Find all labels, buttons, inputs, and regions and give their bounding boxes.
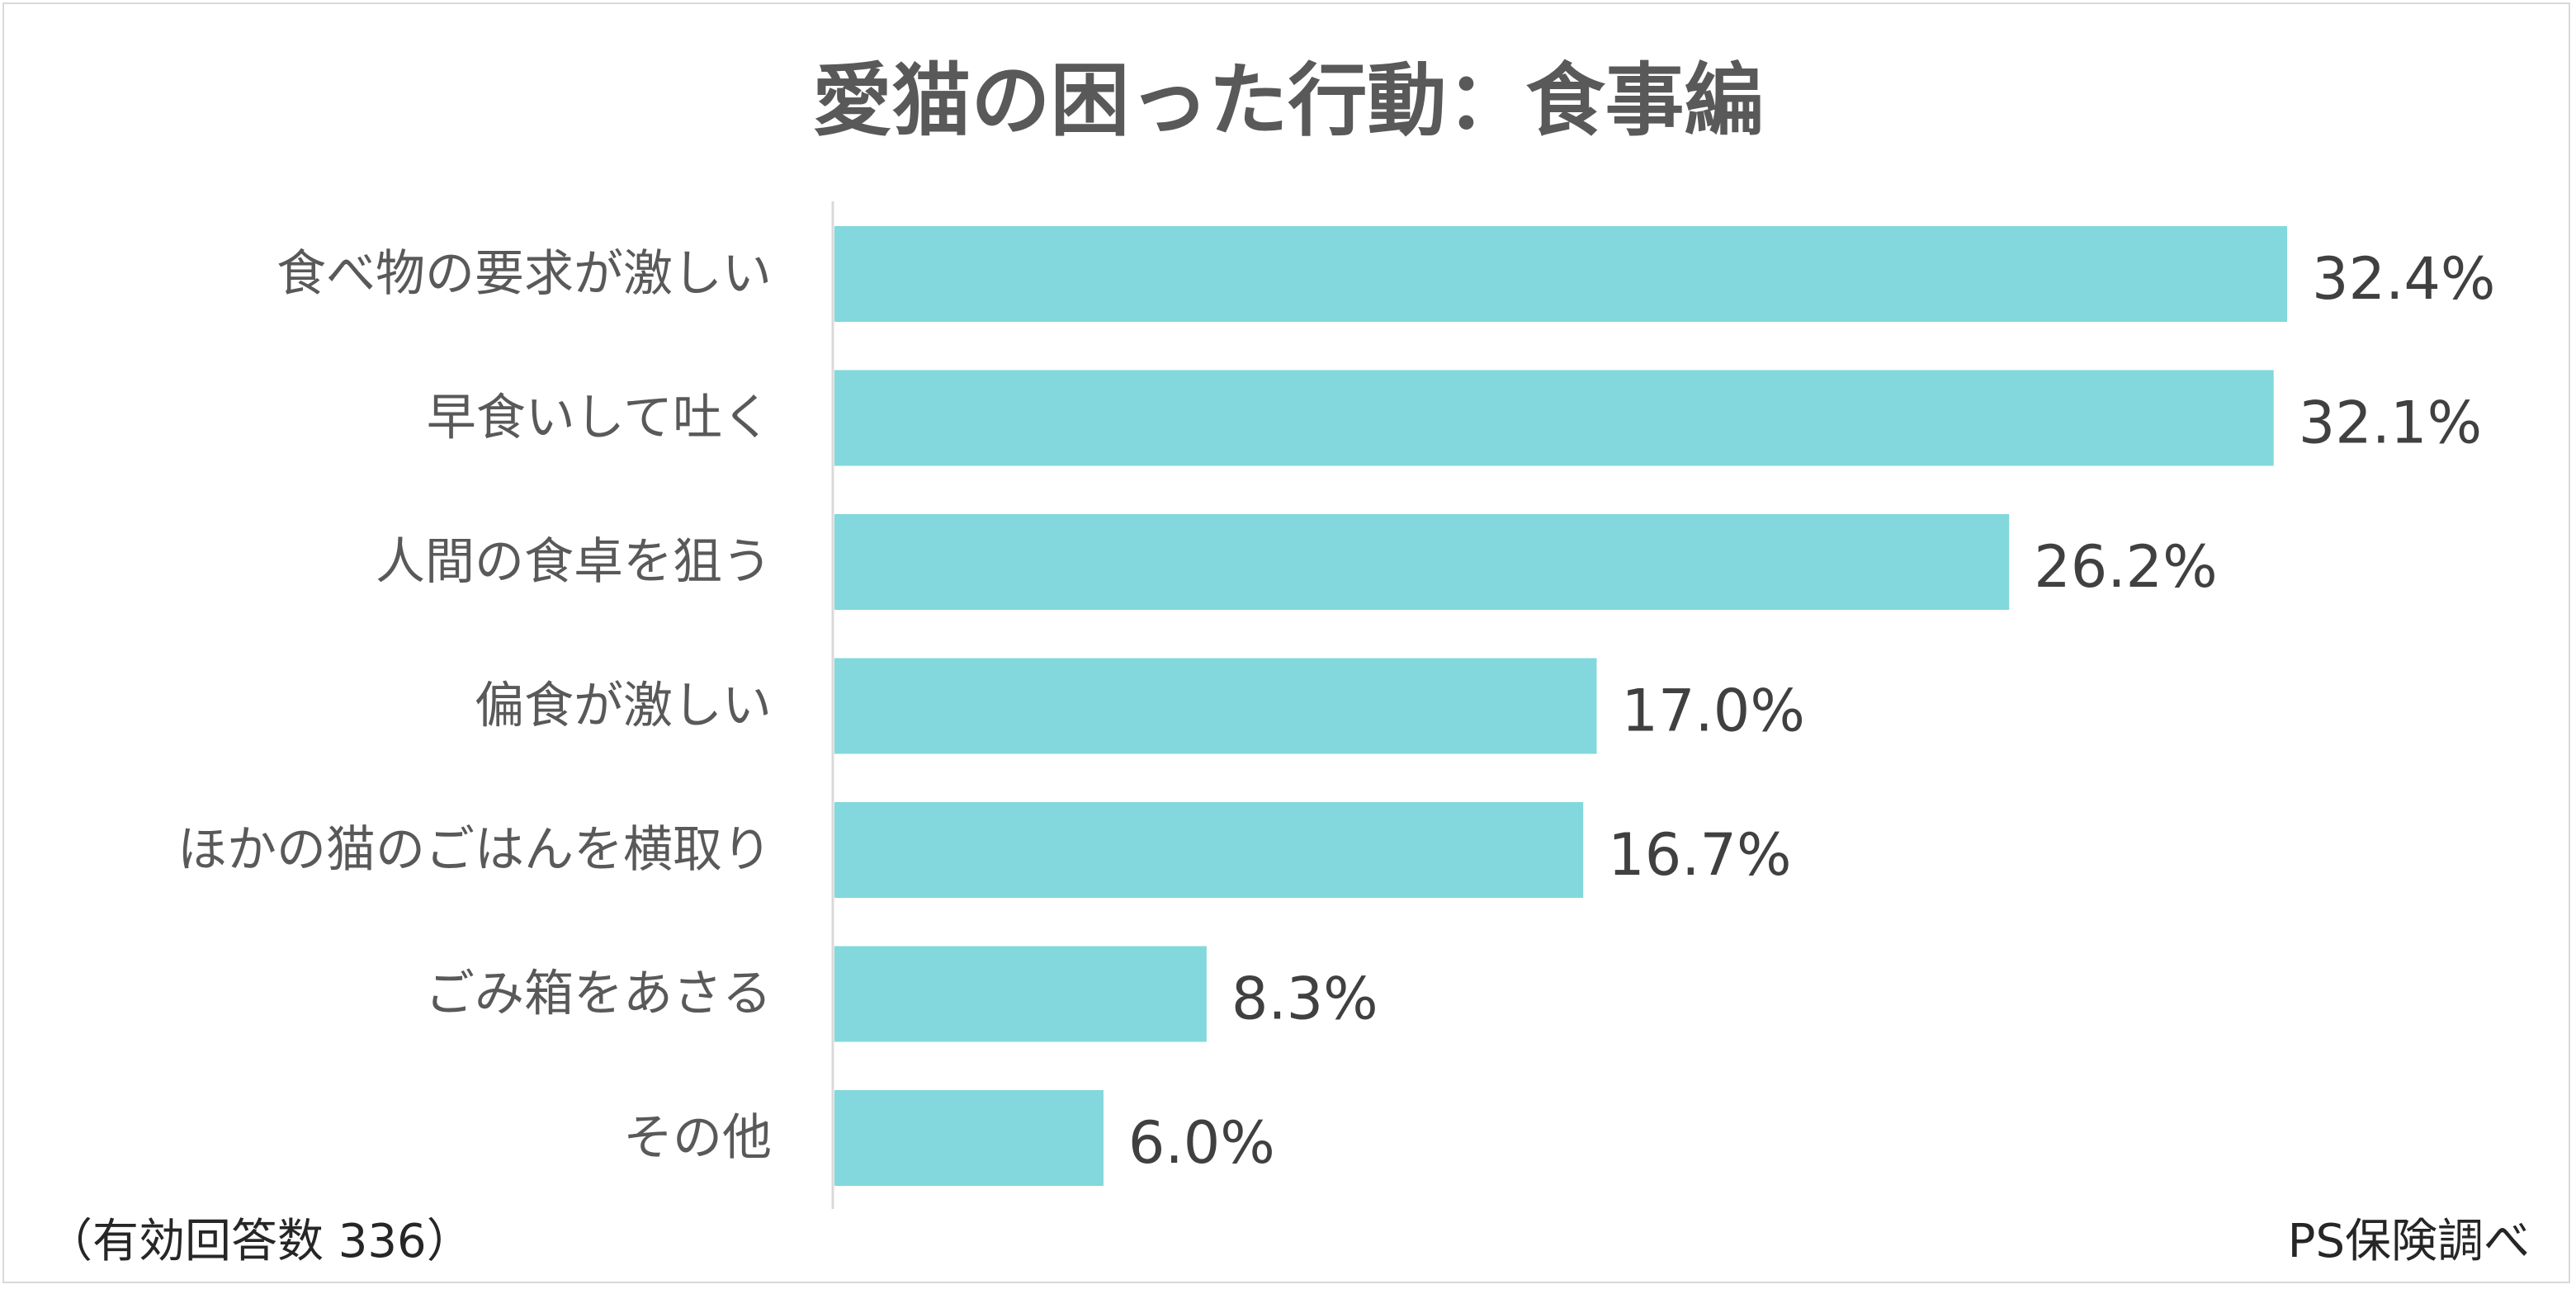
- value-label-6: 8.3%: [1231, 966, 1378, 1033]
- value-label-3: 26.2%: [2034, 533, 2217, 601]
- category-label-3: 人間の食卓を狙う: [376, 533, 772, 591]
- value-label-1: 32.4%: [2312, 245, 2495, 313]
- category-label-6: ごみ箱をあさる: [425, 966, 772, 1023]
- chart-title: 愛猫の困った行動：食事編: [812, 54, 1764, 147]
- category-label-4: 偏食が激しい: [475, 678, 772, 735]
- category-label-5: ほかの猫のごはんを横取り: [177, 821, 772, 879]
- source-note: PS保険調べ: [2287, 1215, 2530, 1268]
- value-label-5: 16.7%: [1608, 821, 1791, 889]
- value-label-2: 32.1%: [2299, 390, 2482, 457]
- bar-2: [834, 370, 2274, 466]
- value-label-7: 6.0%: [1128, 1109, 1275, 1177]
- bar-7: [834, 1090, 1104, 1186]
- bar-4: [834, 658, 1597, 754]
- labels-layer: 食べ物の要求が激しい 32.4% 早食いして吐く 32.1% 人間の食卓を狙う 26.2%…: [177, 245, 2495, 1177]
- bar-1: [834, 226, 2287, 322]
- bar-5: [834, 802, 1584, 898]
- bar-3: [834, 514, 2010, 610]
- value-label-4: 17.0%: [1621, 678, 1804, 745]
- category-label-2: 早食いして吐く: [427, 390, 772, 447]
- bars-layer: [834, 226, 2287, 1186]
- sample-size-note: （有効回答数 336）: [46, 1215, 473, 1268]
- category-label-1: 食べ物の要求が激しい: [277, 245, 772, 303]
- category-label-7: その他: [623, 1109, 772, 1167]
- bar-6: [834, 946, 1207, 1042]
